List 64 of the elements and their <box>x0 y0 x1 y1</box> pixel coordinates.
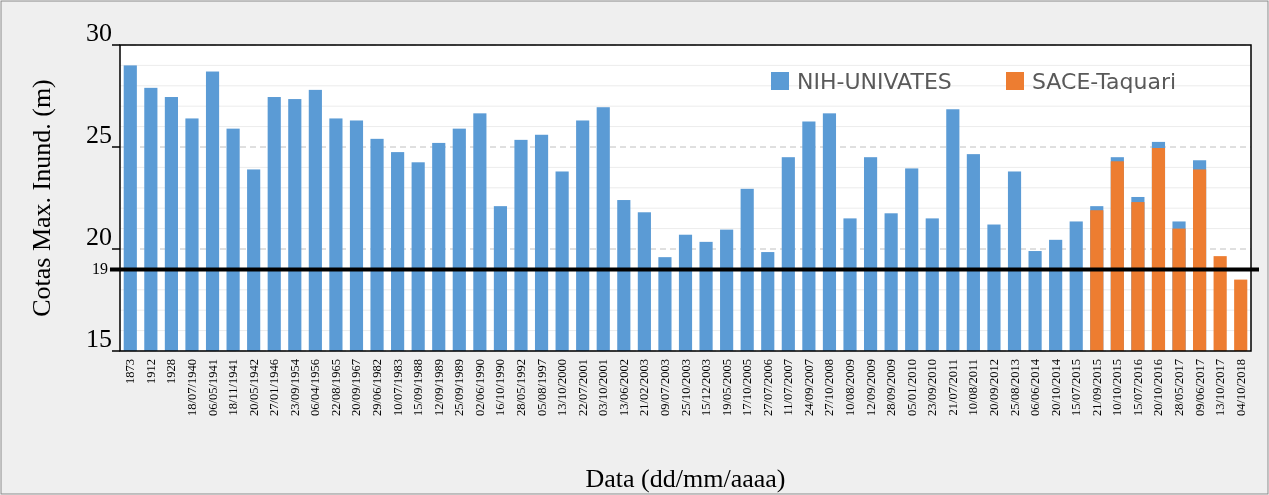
x-tick-label: 27/01/1946 <box>267 359 282 416</box>
x-tick-label: 13/10/2017 <box>1213 359 1228 416</box>
x-tick-label: 27/10/2008 <box>822 359 837 416</box>
x-tick-label: 20/10/2016 <box>1151 359 1166 416</box>
x-tick-label: 12/09/2009 <box>863 359 878 416</box>
x-tick-label: 20/05/1942 <box>246 359 261 416</box>
x-tick-label: 29/06/1982 <box>370 359 385 416</box>
legend-label: SACE-Taquari <box>1032 69 1177 94</box>
x-tick-label: 11/07/2007 <box>781 359 796 416</box>
y-tick-label: 15 <box>86 324 112 353</box>
x-tick-label: 1928 <box>164 359 179 384</box>
x-tick-label: 20/10/2014 <box>1048 358 1063 416</box>
x-tick-label: 1873 <box>123 359 138 384</box>
x-tick-label: 22/08/1965 <box>328 359 343 416</box>
x-tick-label: 09/06/2017 <box>1192 359 1207 416</box>
x-tick-label: 28/09/2009 <box>884 359 899 416</box>
x-tick-label: 15/07/2016 <box>1130 359 1145 416</box>
legend-label: NIH-UNIVATES <box>797 69 952 94</box>
x-tick-label: 20/09/1967 <box>349 359 364 416</box>
x-tick-label: 19/05/2005 <box>719 359 734 416</box>
x-tick-label: 12/09/1989 <box>431 359 446 416</box>
x-tick-label: 06/06/2014 <box>1028 358 1043 416</box>
x-tick-label: 25/10/2003 <box>678 359 693 416</box>
x-tick-label: 15/09/1988 <box>411 359 426 416</box>
x-tick-label: 28/05/1992 <box>513 359 528 416</box>
y-tick-label: 20 <box>86 222 112 251</box>
x-tick-label: 13/06/2002 <box>616 359 631 416</box>
x-tick-label: 1912 <box>143 359 158 384</box>
x-tick-label: 16/10/1990 <box>493 359 508 416</box>
x-tick-label: 21/02/2003 <box>637 359 652 416</box>
x-tick-label: 15/07/2015 <box>1069 359 1084 416</box>
x-tick-label: 13/10/2000 <box>555 359 570 416</box>
x-tick-label: 23/09/2010 <box>925 359 940 416</box>
x-axis-title: Data (dd/mm/aaaa) <box>585 464 786 493</box>
x-tick-label: 10/07/1983 <box>390 359 405 416</box>
x-tick-label: 27/07/2006 <box>760 359 775 416</box>
ref-line-label: 19 <box>92 260 108 278</box>
x-tick-label: 05/01/2010 <box>904 359 919 416</box>
x-tick-label: 24/09/2007 <box>801 359 816 416</box>
y-tick-label: 25 <box>86 120 112 149</box>
x-tick-label: 25/09/1989 <box>452 359 467 416</box>
x-tick-label: 06/05/1941 <box>205 359 220 416</box>
x-tick-label: 21/09/2015 <box>1089 359 1104 416</box>
x-tick-label: 18/11/1941 <box>226 359 241 416</box>
x-tick-label: 18/07/1940 <box>184 359 199 416</box>
x-tick-label: 21/07/2011 <box>945 359 960 416</box>
x-tick-label: 06/04/1956 <box>308 359 323 416</box>
x-tick-label: 28/05/2017 <box>1172 359 1187 416</box>
x-tick-label: 25/08/2013 <box>1007 359 1022 416</box>
y-tick-label: 30 <box>86 18 112 47</box>
x-tick-label: 04/10/2018 <box>1233 359 1248 416</box>
x-tick-label: 03/10/2001 <box>596 359 611 416</box>
x-tick-label: 10/08/2009 <box>843 359 858 416</box>
x-tick-label: 20/09/2012 <box>986 359 1001 416</box>
x-tick-label: 09/07/2003 <box>657 359 672 416</box>
x-tick-label: 15/12/2003 <box>699 359 714 416</box>
x-tick-label: 23/09/1954 <box>287 358 302 416</box>
x-tick-label: 17/10/2005 <box>740 359 755 416</box>
y-axis-title: Cotas Max. Inund. (m) <box>27 79 56 317</box>
x-tick-label: 22/07/2001 <box>575 359 590 416</box>
x-tick-label: 10/08/2011 <box>966 359 981 416</box>
x-tick-label: 02/06/1990 <box>472 359 487 416</box>
x-tick-label: 05/08/1997 <box>534 359 549 416</box>
x-tick-label: 10/10/2015 <box>1110 359 1125 416</box>
